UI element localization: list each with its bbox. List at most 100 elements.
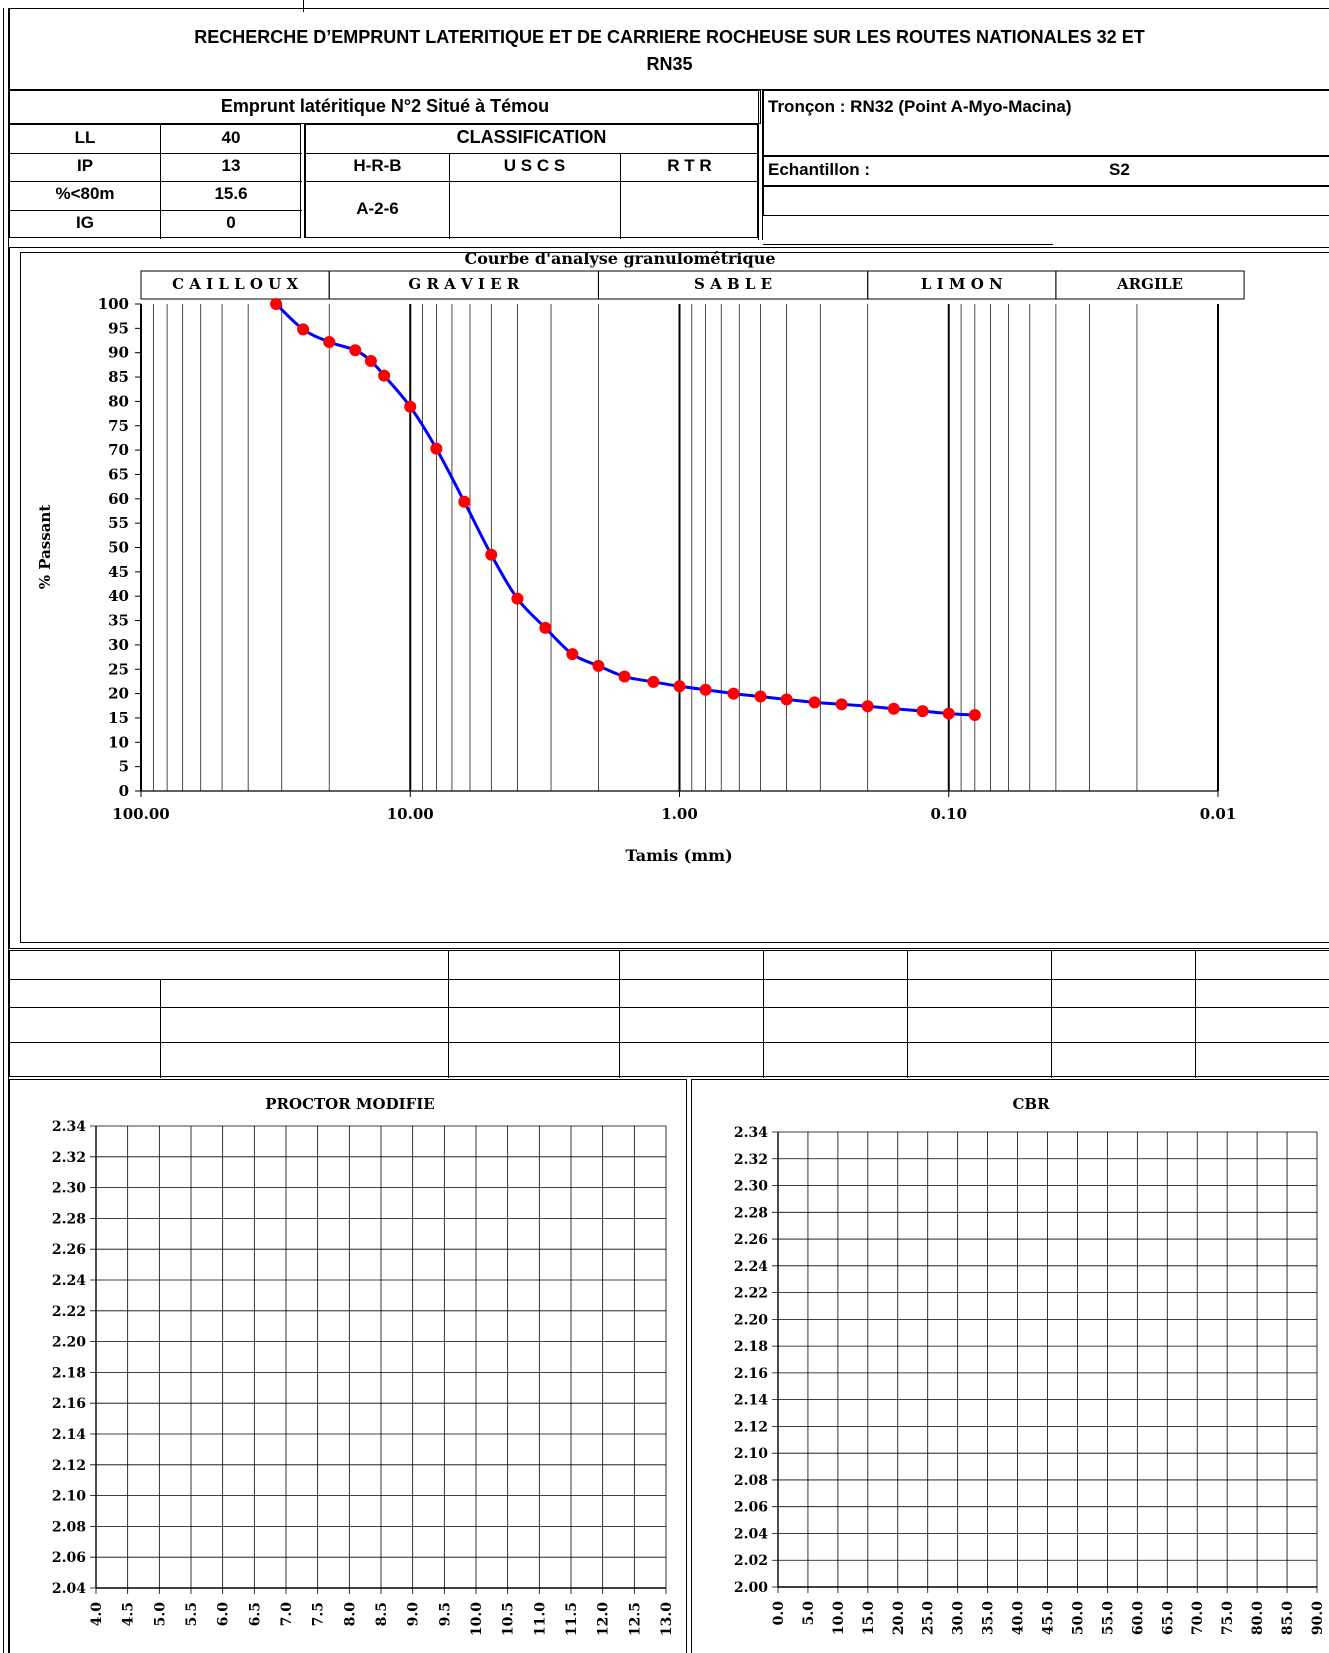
data-point <box>916 705 929 718</box>
echantillon-label: Echantillon : <box>768 160 870 179</box>
y-tick-label: 100 <box>98 295 129 313</box>
y-tick-label: 70 <box>108 441 129 459</box>
proctor-x-tick-label: 10.5 <box>501 1602 517 1636</box>
y-axis-label: % Passant <box>36 505 54 590</box>
y-tick-label: 0 <box>119 782 129 800</box>
proctor-x-tick-label: 6.0 <box>216 1602 232 1627</box>
proctor-y-tick-label: 2.04 <box>52 1581 86 1597</box>
proctor-y-tick-label: 2.06 <box>52 1550 86 1566</box>
band-cell-4 <box>1055 270 1245 300</box>
results-table <box>9 950 1329 1078</box>
cbr-y-tick-label: 2.18 <box>734 1339 768 1355</box>
data-point <box>323 335 336 348</box>
granulometry-title: Courbe d'analyse granulométrique <box>465 249 776 268</box>
y-tick-label: 35 <box>108 612 129 630</box>
band-label-4: ARGILE <box>1116 275 1183 293</box>
cbr-y-tick-label: 2.22 <box>734 1286 768 1302</box>
cbr-y-tick-label: 2.34 <box>734 1125 768 1141</box>
param-label-ll: LL <box>74 128 96 147</box>
data-point <box>539 621 552 634</box>
cbr-x-tick-label: 70.0 <box>1190 1601 1206 1635</box>
proctor-y-tick-label: 2.32 <box>52 1150 86 1166</box>
proctor-x-tick-label: 9.5 <box>437 1602 453 1626</box>
proctor-x-tick-label: 12.5 <box>627 1602 643 1636</box>
param-label-fines: %<80m <box>55 184 115 203</box>
proctor-y-tick-label: 2.24 <box>52 1273 86 1289</box>
classification-title: CLASSIFICATION <box>456 127 607 147</box>
series-line <box>275 302 975 717</box>
proctor-y-tick-label: 2.08 <box>52 1519 86 1535</box>
param-value-ll: 40 <box>221 128 241 147</box>
proctor-x-tick-label: 7.5 <box>311 1602 327 1626</box>
cbr-y-tick-label: 2.08 <box>734 1473 768 1489</box>
cbr-y-tick-label: 2.14 <box>734 1393 768 1409</box>
y-tick-label: 40 <box>108 587 129 605</box>
emprunt-box: Emprunt latéritique N°2 Situé à Témou <box>9 90 761 124</box>
proctor-x-tick-label: 11.5 <box>564 1602 580 1636</box>
page-title-line2: RN35 <box>646 54 693 74</box>
data-point <box>458 495 471 508</box>
title-tick <box>303 0 304 12</box>
proctor-y-tick-label: 2.20 <box>52 1335 86 1351</box>
granulometry-frame <box>9 247 1329 949</box>
y-tick-label: 10 <box>108 733 129 751</box>
cbr-x-tick-label: 50.0 <box>1070 1601 1086 1635</box>
band-label-1: G R A V I E R <box>408 275 519 293</box>
y-tick-label: 5 <box>119 758 129 776</box>
data-point <box>835 698 848 711</box>
param-label-ip: IP <box>76 156 94 175</box>
cbr-title: CBR <box>1012 1095 1050 1113</box>
data-point <box>780 693 793 706</box>
data-point <box>485 548 498 561</box>
param-label-ig: IG <box>76 213 94 232</box>
cbr-y-tick-label: 2.10 <box>734 1446 768 1462</box>
param-value-ig: 0 <box>226 213 236 232</box>
data-point <box>968 709 981 722</box>
cbr-x-tick-label: 0.0 <box>771 1601 787 1626</box>
y-tick-label: 15 <box>108 709 129 727</box>
proctor-y-tick-label: 2.14 <box>52 1427 86 1443</box>
cbr-y-tick-label: 2.16 <box>734 1366 768 1382</box>
y-tick-label: 45 <box>108 563 129 581</box>
cbr-x-tick-label: 5.0 <box>801 1601 817 1626</box>
y-tick-label: 25 <box>108 660 129 678</box>
cbr-y-tick-label: 2.32 <box>734 1152 768 1168</box>
cbr-x-tick-label: 45.0 <box>1041 1601 1057 1635</box>
header-double-divider <box>758 90 763 240</box>
data-point <box>378 369 391 382</box>
band-label-3: L I M O N <box>921 275 1003 293</box>
data-point <box>861 700 874 713</box>
cbr-x-tick-label: 90.0 <box>1310 1601 1326 1635</box>
y-tick-label: 95 <box>108 319 129 337</box>
title-box: RECHERCHE D’EMPRUNT LATERITIQUE ET DE CA… <box>9 8 1329 90</box>
cbr-y-tick-label: 2.26 <box>734 1232 768 1248</box>
proctor-x-tick-label: 4.0 <box>89 1602 105 1627</box>
data-point <box>673 680 686 693</box>
band-label-2: S A B L E <box>694 275 772 293</box>
proctor-y-tick-label: 2.12 <box>52 1458 86 1474</box>
data-point <box>647 675 660 688</box>
y-tick-label: 85 <box>108 368 129 386</box>
y-tick-label: 55 <box>108 514 129 532</box>
proctor-x-tick-label: 13.0 <box>659 1602 675 1636</box>
cbr-x-tick-label: 20.0 <box>891 1601 907 1635</box>
echantillon-value: S2 <box>1109 160 1130 179</box>
cbr-x-tick-label: 35.0 <box>981 1601 997 1635</box>
troncon-label: Tronçon : RN32 (Point A-Myo-Macina) <box>768 97 1072 116</box>
cbr-x-tick-label: 55.0 <box>1100 1601 1116 1635</box>
cbr-y-tick-label: 2.12 <box>734 1419 768 1435</box>
y-tick-label: 90 <box>108 344 129 362</box>
proctor-y-tick-label: 2.10 <box>52 1489 86 1505</box>
cbr-frame <box>691 1079 1329 1653</box>
cbr-y-tick-label: 2.06 <box>734 1500 768 1516</box>
outer-left-double-line <box>3 8 9 1653</box>
proctor-x-tick-label: 9.0 <box>406 1602 422 1627</box>
x-tick-label: 10.00 <box>387 805 434 823</box>
proctor-x-tick-label: 5.5 <box>184 1602 200 1626</box>
page-title-line1: RECHERCHE D’EMPRUNT LATERITIQUE ET DE CA… <box>194 27 1145 47</box>
param-value-fines: 15.6 <box>214 184 248 203</box>
param-value-ip: 13 <box>221 156 241 175</box>
proctor-x-tick-label: 7.0 <box>279 1602 295 1627</box>
cbr-x-tick-label: 65.0 <box>1160 1601 1176 1635</box>
y-tick-label: 60 <box>108 490 129 508</box>
